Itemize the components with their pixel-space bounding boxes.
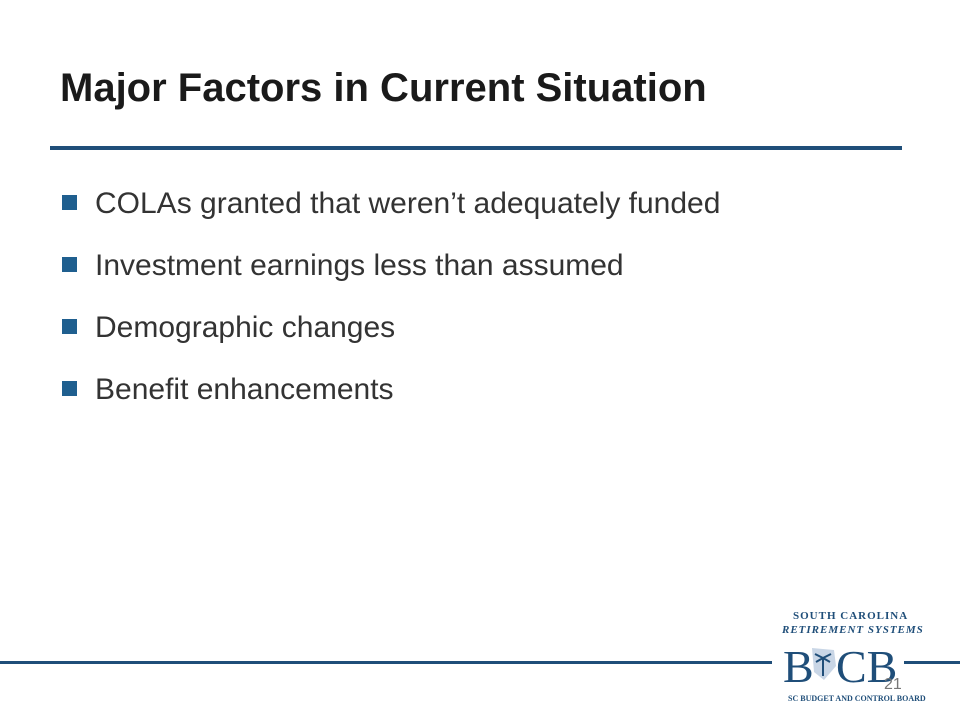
logo-top-line: SOUTH CAROLINA: [793, 610, 909, 622]
logo-bottom-line: SC BUDGET AND CONTROL BOARD: [788, 694, 926, 703]
bullet-item: COLAs granted that weren’t adequately fu…: [62, 182, 745, 226]
bullet-list: COLAs granted that weren’t adequately fu…: [62, 182, 745, 430]
bullet-item: Investment earnings less than assumed: [62, 244, 745, 288]
title-rule: [50, 146, 902, 150]
logo-letters: B: [783, 641, 814, 692]
footer-rule: [0, 661, 772, 664]
bullet-item: Benefit enhancements: [62, 368, 745, 412]
bullet-item: Demographic changes: [62, 306, 745, 350]
logo-letters: CB: [836, 641, 898, 692]
page-number: 21: [884, 676, 902, 693]
logo-second-line: RETIREMENT SYSTEMS: [782, 624, 924, 636]
slide-title: Major Factors in Current Situation: [60, 66, 707, 110]
footer-rule: [904, 661, 960, 664]
logo-palmetto: [812, 648, 836, 680]
